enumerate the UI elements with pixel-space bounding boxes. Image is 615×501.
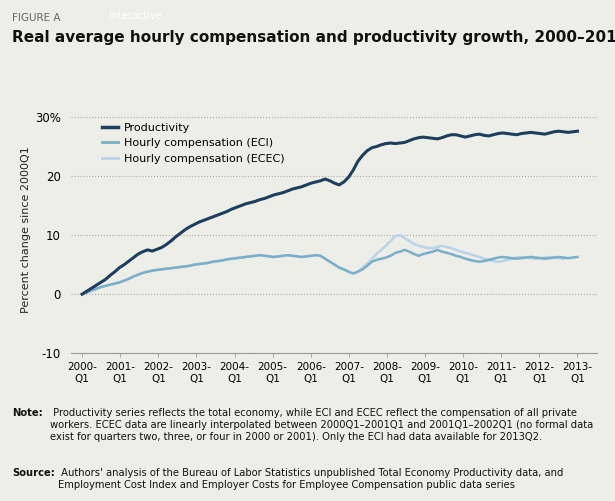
Text: Authors' analysis of the Bureau of Labor Statistics unpublished Total Economy Pr: Authors' analysis of the Bureau of Labor…: [58, 468, 564, 490]
Text: Source:: Source:: [12, 468, 55, 478]
Y-axis label: Percent change since 2000Q1: Percent change since 2000Q1: [21, 146, 31, 313]
Text: Note:: Note:: [12, 408, 43, 418]
Text: Real average hourly compensation and productivity growth, 2000–2013: Real average hourly compensation and pro…: [12, 30, 615, 45]
Legend: Productivity, Hourly compensation (ECI), Hourly compensation (ECEC): Productivity, Hourly compensation (ECI),…: [97, 118, 289, 168]
Text: Productivity series reflects the total economy, while ECI and ECEC reflect the c: Productivity series reflects the total e…: [50, 408, 593, 441]
Text: Interactive: Interactive: [109, 11, 162, 21]
Text: FIGURE A: FIGURE A: [12, 13, 61, 23]
